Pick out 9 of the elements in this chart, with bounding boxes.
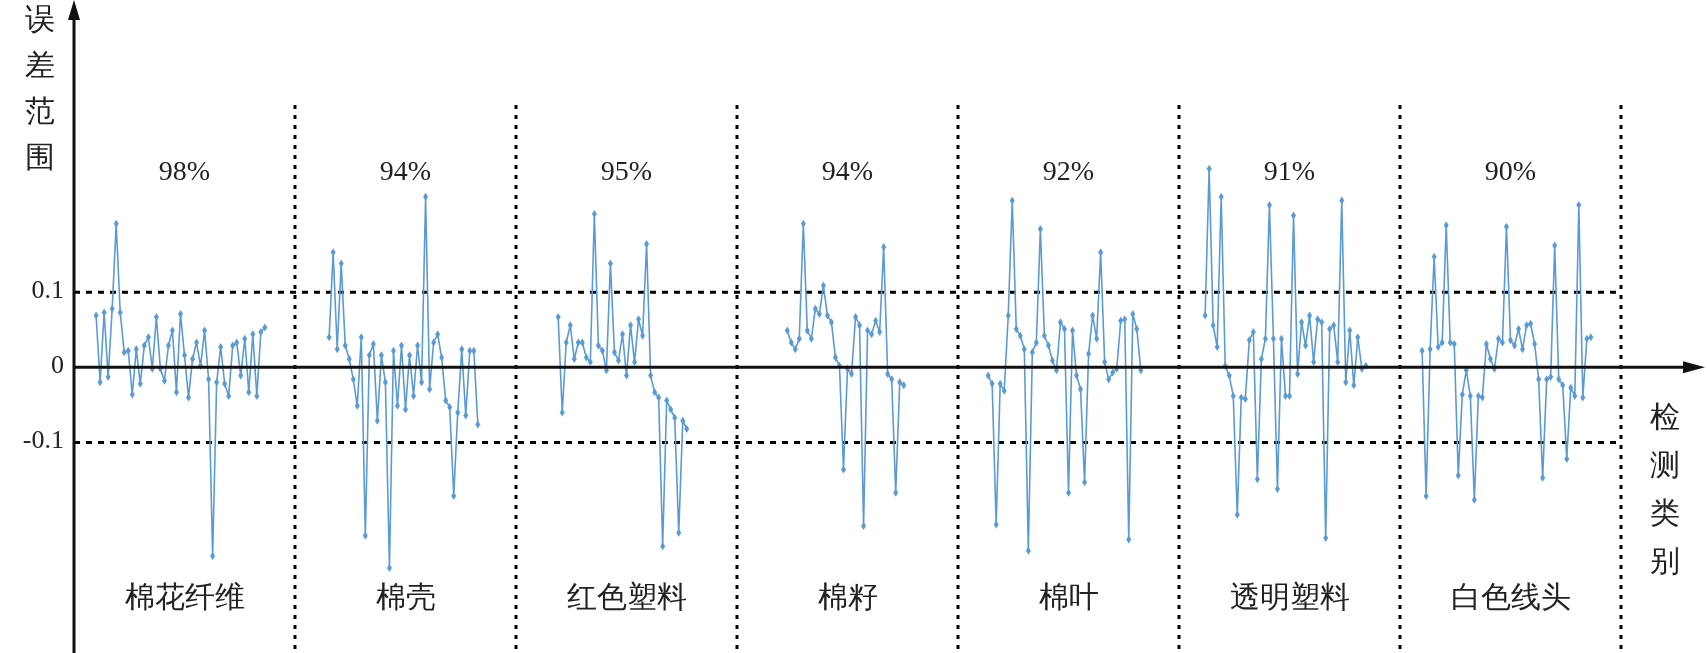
annotation: 95% — [600, 155, 653, 187]
annotation: 98% — [158, 155, 211, 187]
annotation: 92% — [1042, 155, 1095, 187]
annotation: 90% — [1484, 155, 1537, 187]
annotation: 91% — [1263, 155, 1316, 187]
ylabel: 误差范围 — [25, 1, 55, 173]
annotation: 94% — [379, 155, 432, 187]
annotation: 94% — [821, 155, 874, 187]
xlabel: 检测类别 — [1650, 399, 1680, 577]
